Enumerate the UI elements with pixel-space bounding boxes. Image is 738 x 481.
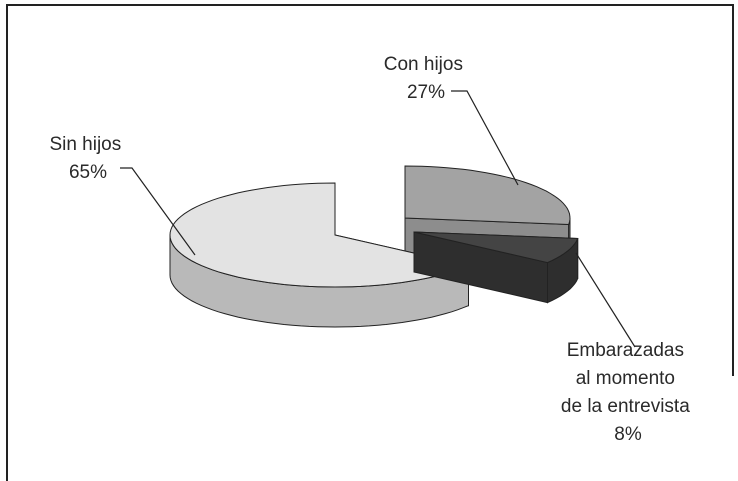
label-con-hijos: Con hijos 27% <box>384 54 469 103</box>
label-con-hijos-value: 27% <box>407 82 445 103</box>
label-sin-hijos-value: 65% <box>69 162 107 183</box>
leader-line-embarazadas <box>575 252 636 348</box>
slice-embarazadas-top <box>413 231 579 264</box>
slice-con-hijos-top <box>404 165 571 226</box>
label-embarazadas-line3: de la entrevista <box>561 396 690 417</box>
label-sin-hijos: Sin hijos 65% <box>49 134 126 183</box>
leader-line-sin-hijos <box>120 167 196 256</box>
label-embarazadas: Embarazadas al momento de la entrevista … <box>561 340 695 445</box>
label-embarazadas-line1: Embarazadas <box>567 340 684 361</box>
label-sin-hijos-name: Sin hijos <box>49 134 121 155</box>
label-con-hijos-name: Con hijos <box>384 54 463 75</box>
slice-sin-hijos-top <box>169 182 471 288</box>
leader-line-con-hijos <box>451 90 519 186</box>
label-embarazadas-line2: al momento <box>576 368 675 389</box>
slice-embarazadas <box>413 231 579 304</box>
chart-frame <box>6 4 734 481</box>
label-embarazadas-value: 8% <box>614 424 642 445</box>
slice-sin-hijos <box>169 182 471 328</box>
